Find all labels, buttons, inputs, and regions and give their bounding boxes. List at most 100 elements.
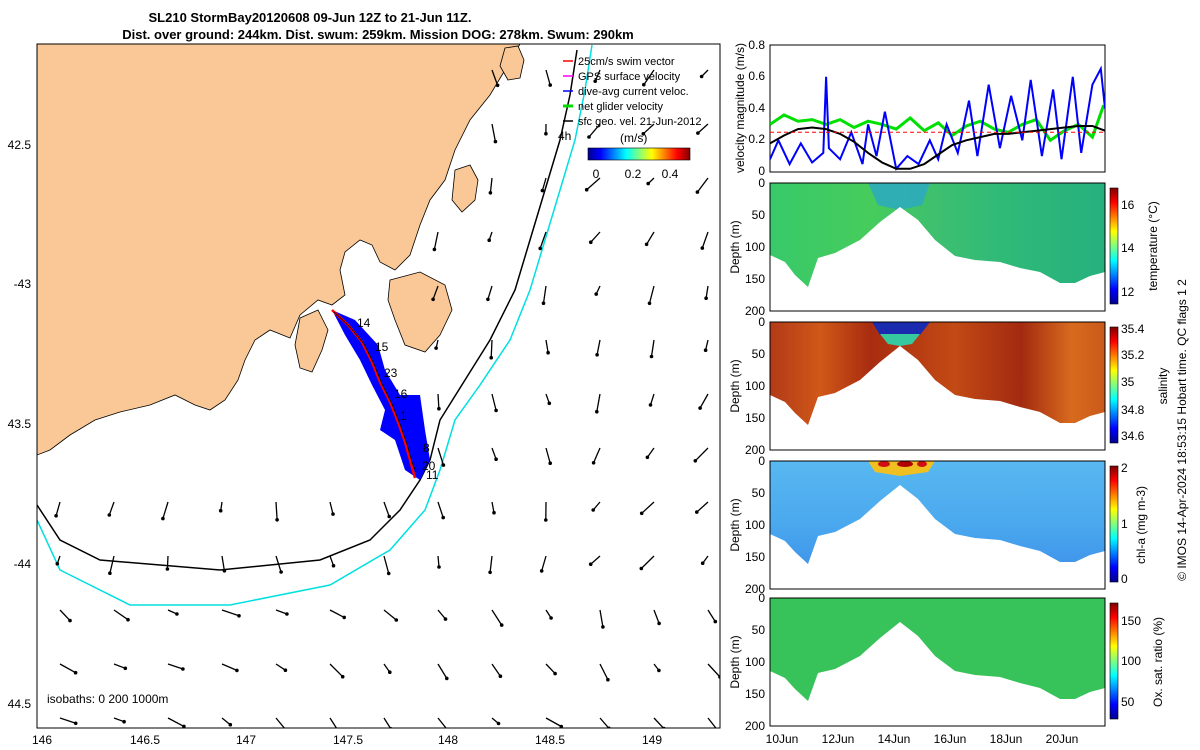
map-panel: 14 15 23 16 1 8 20 11 4h 146 146.5 147 1… xyxy=(8,43,721,747)
net-velocity-track xyxy=(333,311,417,473)
legend-gps-surface: GPS surface velocity xyxy=(578,71,681,83)
map-frame xyxy=(36,43,721,729)
velocity-arrow-81 xyxy=(599,609,604,628)
velocity-arrowhead-4 xyxy=(699,74,704,79)
velocity-series-2 xyxy=(770,125,1105,170)
velocity-arrow-74 xyxy=(221,609,240,617)
temperature-ytick-50: 50 xyxy=(752,208,766,222)
velocity-arrowhead-94 xyxy=(606,677,610,682)
velocity-arrowhead-86 xyxy=(181,667,185,671)
velocity-arrow-11 xyxy=(541,177,547,191)
title-line-2: Dist. over ground: 244km. Dist. swum: 25… xyxy=(122,27,634,42)
map-ytick-43.5: 43.5 xyxy=(8,417,32,431)
velocity-arrowhead-17 xyxy=(538,246,542,251)
temperature-cbtick-12: 12 xyxy=(1121,285,1135,299)
forestier-peninsula xyxy=(451,164,479,213)
velocity-arrowhead-0 xyxy=(495,83,500,88)
velocity-arrowhead-71 xyxy=(68,618,72,623)
velocity-arrowhead-76 xyxy=(342,615,347,620)
oxygen-ytick-100: 100 xyxy=(745,655,765,669)
velocity-arrowhead-41 xyxy=(548,461,552,466)
title-line-1: SL210 StormBay20120608 09-Jun 12Z to 21-… xyxy=(149,10,472,25)
dive-current-band xyxy=(332,310,430,480)
velocity-arrow-8 xyxy=(642,123,655,135)
velocity-arrowhead-92 xyxy=(498,674,503,678)
velocity-arrowhead-23 xyxy=(541,301,546,306)
velocity-arrowhead-36 xyxy=(595,409,599,414)
velocity-arrowhead-22 xyxy=(486,297,490,302)
velocity-arrowhead-64 xyxy=(386,571,391,576)
day-label-23: 23 xyxy=(384,366,398,380)
velocity-arrowhead-108 xyxy=(662,726,666,728)
velocity-arrow-108 xyxy=(653,717,665,728)
velocity-arrow-19 xyxy=(646,231,655,245)
map-xtick-148.5: 148.5 xyxy=(535,733,565,747)
velocity-arrow-94 xyxy=(599,663,609,680)
velocity-arrowhead-9 xyxy=(696,131,700,135)
velocity-arrowhead-32 xyxy=(703,348,708,353)
velocity-arrowhead-20 xyxy=(700,246,705,250)
velocity-arrow-51 xyxy=(383,501,390,517)
velocity-arrowhead-47 xyxy=(161,516,165,521)
velocity-arrow-12 xyxy=(586,177,601,191)
velocity-arrow-29 xyxy=(545,339,549,353)
velocity-arrowhead-80 xyxy=(549,616,553,620)
day-label-16: 16 xyxy=(394,387,408,401)
temperature-ytick-0: 0 xyxy=(758,176,765,190)
velocity-arrow-83 xyxy=(707,609,716,622)
velocity-arrow-68 xyxy=(590,555,601,565)
velocity-arrowhead-14 xyxy=(695,190,700,194)
velocity-arrowhead-31 xyxy=(649,354,654,359)
velocity-arrow-66 xyxy=(489,555,493,573)
chla-panel: Depth (m) 0 50 100 150 200 0 1 2 chl-a (… xyxy=(728,454,1148,596)
velocity-arrow-49 xyxy=(275,501,278,520)
velocity-arrowhead-10 xyxy=(488,191,493,195)
velocity-arrowhead-95 xyxy=(657,668,661,673)
velocity-arrowhead-70 xyxy=(700,561,705,565)
velocity-arrow-85 xyxy=(113,663,126,669)
island-north xyxy=(499,45,525,81)
salinity-colorbar-label: salinity xyxy=(1156,368,1170,405)
chla-colorbar-label: chl-a (mg m-3) xyxy=(1134,486,1148,564)
velocity-arrowhead-33 xyxy=(437,406,441,411)
velocity-arrow-42 xyxy=(593,447,601,464)
velocity-arrowhead-109 xyxy=(717,730,721,734)
velocity-arrowhead-45 xyxy=(54,514,58,518)
velocity-arrowhead-101 xyxy=(285,729,289,733)
velocity-arrow-9 xyxy=(697,123,709,134)
velocity-arrowhead-13 xyxy=(646,181,650,186)
velocity-arrowhead-12 xyxy=(584,187,589,192)
salinity-ytick-200: 200 xyxy=(745,443,765,457)
temperature-ylabel: Depth (m) xyxy=(728,220,742,273)
salinity-ylabel: Depth (m) xyxy=(728,359,742,412)
velocity-arrowhead-35 xyxy=(547,401,552,406)
tasmania-landmass xyxy=(37,44,521,456)
map-ytick-43: -43 xyxy=(14,277,32,291)
velocity-arrowhead-49 xyxy=(275,518,279,522)
velocity-arrowhead-73 xyxy=(175,612,179,616)
day-label-4h: 4h xyxy=(558,129,571,143)
salinity-cbtick-35: 35 xyxy=(1121,375,1135,389)
velocity-arrow-104 xyxy=(437,717,447,728)
velocity-arrowhead-1 xyxy=(548,83,552,87)
velocity-arrowhead-72 xyxy=(126,617,130,622)
velocity-arrowhead-60 xyxy=(165,567,170,571)
velocity-arrowhead-69 xyxy=(639,566,644,571)
oxygen-ytick-200: 200 xyxy=(745,719,765,733)
legend-net-glider: net glider velocity xyxy=(578,101,663,113)
salinity-panel: Depth (m) 0 50 100 150 200 34.6 34.8 35 … xyxy=(728,315,1170,457)
velocity-arrowhead-88 xyxy=(283,668,288,672)
map-colorbar-tick-0.2: 0.2 xyxy=(625,167,642,181)
velocity-arrowhead-65 xyxy=(437,565,441,569)
velocity-arrowhead-39 xyxy=(441,463,446,467)
velocity-arrowhead-40 xyxy=(494,457,498,462)
velocity-arrow-47 xyxy=(162,501,169,519)
chla-ytick-100: 100 xyxy=(745,518,765,532)
velocity-arrowhead-44 xyxy=(693,459,698,463)
velocity-arrowhead-67 xyxy=(539,569,544,573)
velocity-arrowhead-18 xyxy=(589,240,593,244)
chla-bloom-core-2 xyxy=(897,461,913,467)
oxygen-colorbar-label: Ox. sat. ratio (%) xyxy=(1151,617,1165,707)
velocity-arrowhead-84 xyxy=(73,670,78,675)
velocity-arrow-7 xyxy=(588,123,601,138)
